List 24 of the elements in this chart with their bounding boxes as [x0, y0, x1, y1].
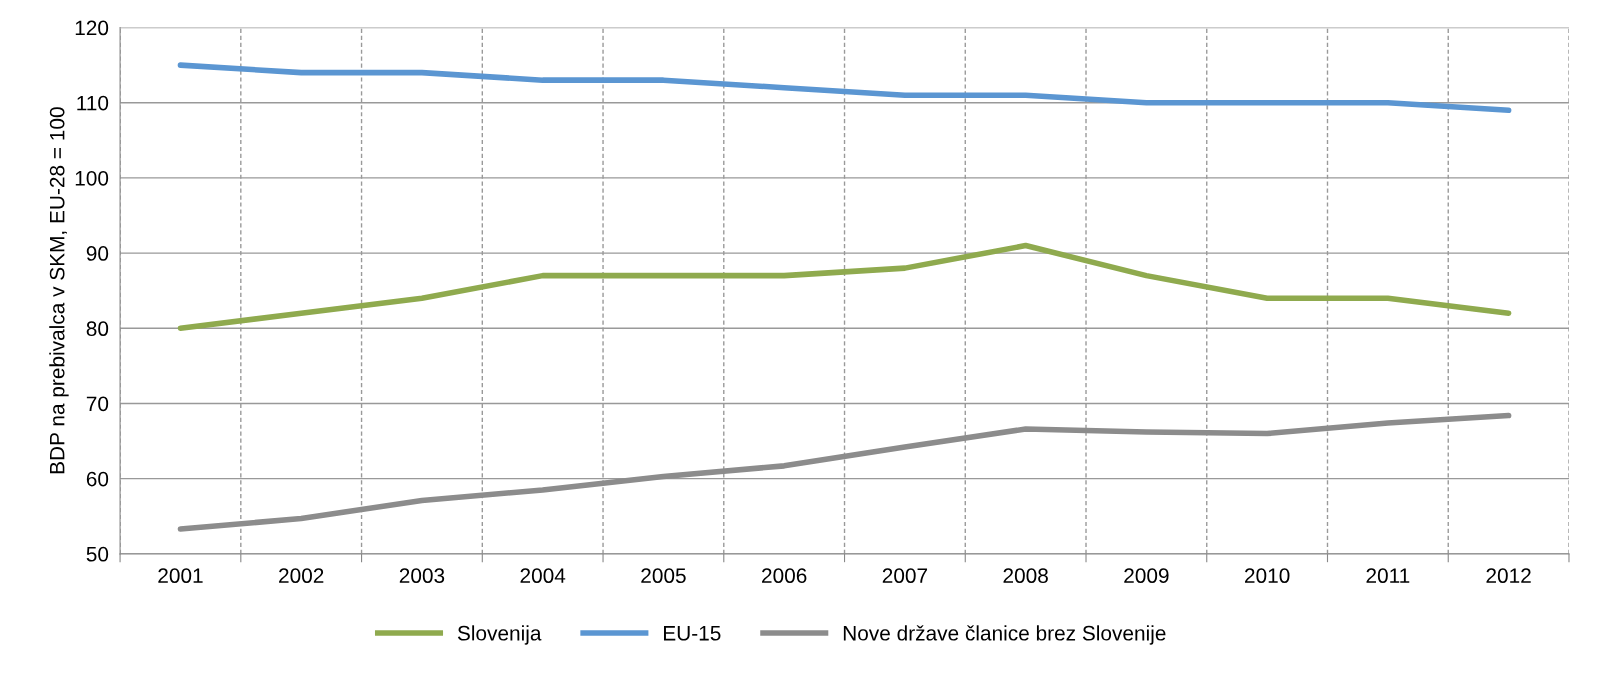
x-tick-label: 2012	[1486, 568, 1531, 584]
y-tick-label: 60	[86, 471, 109, 487]
x-tick-label: 2002	[279, 568, 324, 584]
legend-label: Slovenija	[457, 625, 542, 645]
x-tick-label: 2007	[882, 568, 928, 584]
legend-label: Nove države članice brez Slovenije	[843, 625, 1166, 645]
y-tick-label: 100	[75, 170, 109, 186]
x-tick-label: 2001	[158, 568, 203, 584]
y-tick-label: 80	[86, 321, 109, 337]
y-tick-label: 90	[86, 246, 109, 261]
y-tick-label: 50	[86, 546, 109, 562]
x-tick-label: 2004	[520, 568, 566, 584]
y-tick-label: 110	[77, 95, 109, 111]
x-tick-label: 2006	[762, 568, 807, 584]
legend-label: EU-15	[664, 626, 721, 641]
y-tick-label: 70	[86, 396, 109, 412]
x-tick-label: 2010	[1245, 568, 1290, 584]
x-tick-label: 2008	[1003, 568, 1048, 584]
x-tick-label: 2009	[1124, 568, 1169, 584]
y-tick-label: 120	[75, 20, 109, 36]
x-tick-label: 2003	[399, 568, 445, 584]
y-axis-title: BDP na prebivalca v SKM, EU-28 = 100	[49, 107, 69, 474]
x-tick-label: 2011	[1366, 568, 1410, 584]
x-tick-label: 2005	[641, 568, 686, 584]
